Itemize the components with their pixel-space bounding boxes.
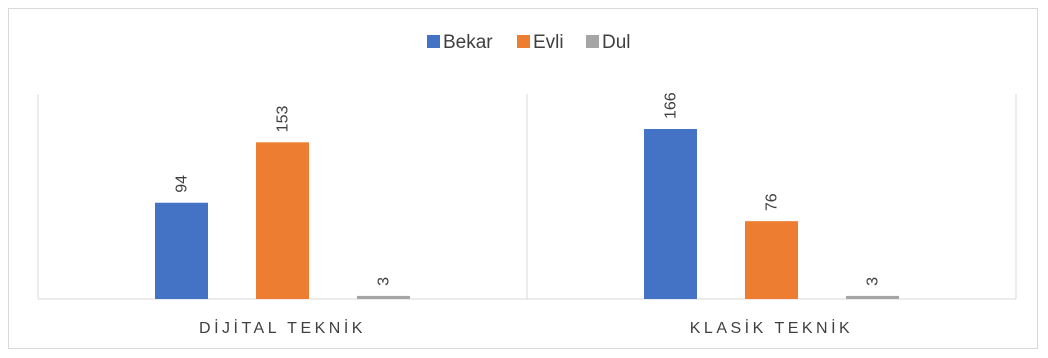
legend-label-evli: Evli: [533, 32, 564, 53]
data-label-bekar-di-ji-tal-tekni-k: 94: [174, 175, 191, 193]
category-labels-group: DİJİTAL TEKNİK KLASİK TEKNİK: [199, 318, 853, 337]
legend-label-bekar: Bekar: [443, 32, 493, 53]
bar-bekar-klasi-k-tekni-k: [644, 129, 697, 299]
data-label-dul-di-ji-tal-tekni-k: 3: [376, 277, 393, 286]
data-label-evli-di-ji-tal-tekni-k: 153: [275, 106, 292, 133]
bar-bekar-di-ji-tal-tekni-k: [155, 202, 208, 299]
data-label-bekar-klasi-k-tekni-k: 166: [663, 92, 680, 119]
legend-label-dul: Dul: [602, 32, 631, 53]
data-label-evli-klasi-k-tekni-k: 76: [764, 193, 781, 211]
legend-swatch-dul: [586, 35, 599, 48]
legend-swatch-evli: [517, 35, 530, 48]
data-labels-group: 94 153 3 166 76 3: [174, 92, 882, 286]
legend: Bekar Evli Dul: [427, 32, 631, 53]
bars-group: [155, 129, 899, 299]
bar-evli-klasi-k-tekni-k: [745, 221, 798, 299]
bar-dul-di-ji-tal-tekni-k: [357, 295, 410, 299]
category-label-klasi-k-tekni-k: KLASİK TEKNİK: [690, 318, 853, 337]
data-label-dul-klasi-k-tekni-k: 3: [865, 277, 882, 286]
category-label-di-ji-tal-tekni-k: DİJİTAL TEKNİK: [199, 318, 366, 337]
bar-dul-klasi-k-tekni-k: [846, 295, 899, 299]
legend-swatch-bekar: [427, 35, 440, 48]
bar-evli-di-ji-tal-tekni-k: [256, 142, 309, 299]
